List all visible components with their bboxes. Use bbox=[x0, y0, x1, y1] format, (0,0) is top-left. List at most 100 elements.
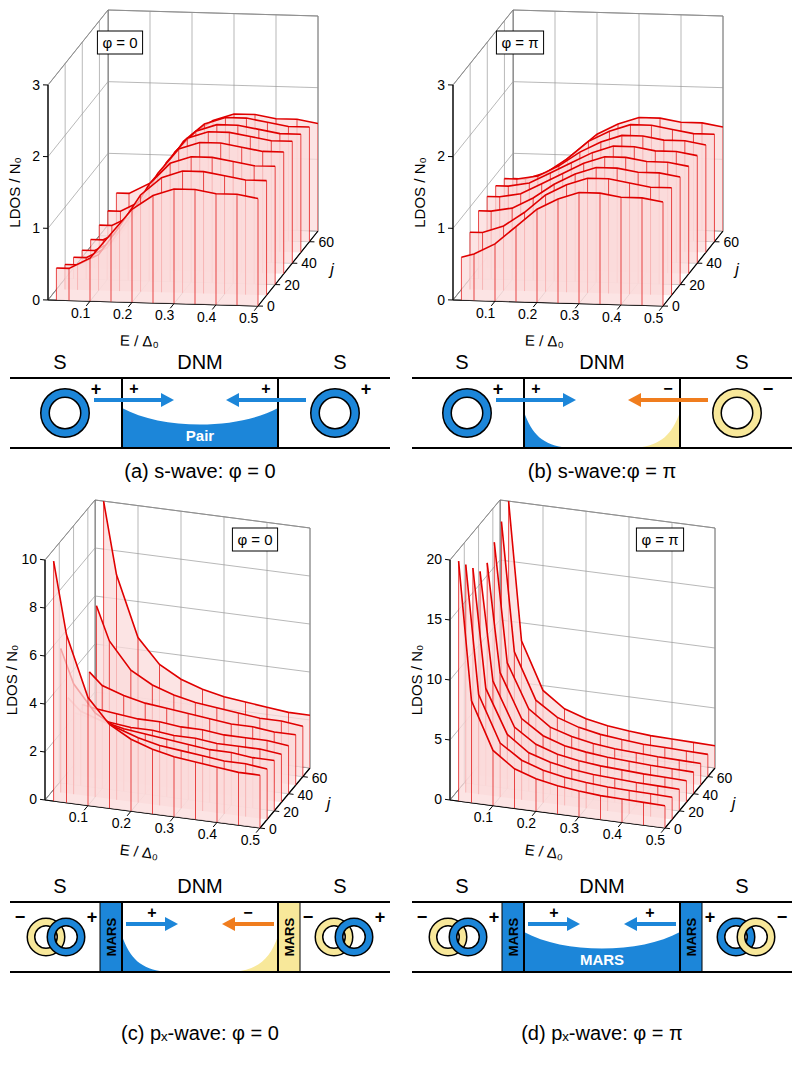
x-tick-label: 0.5 bbox=[646, 832, 666, 848]
x-tick-label: 0.1 bbox=[69, 809, 89, 825]
diagram-text: + bbox=[645, 904, 654, 921]
surface-drop-line bbox=[267, 769, 268, 819]
pair-amplitude bbox=[122, 408, 278, 448]
grid-line bbox=[500, 620, 715, 648]
pair-icon bbox=[453, 922, 483, 952]
surface-ribbon bbox=[54, 561, 260, 828]
surface-drop-line bbox=[174, 757, 175, 817]
y-tick bbox=[292, 263, 297, 264]
diagram-text: DNM bbox=[579, 875, 625, 897]
surface-drop-line bbox=[600, 193, 601, 304]
surface-drop-line bbox=[266, 181, 267, 296]
junction-diagram: SDNMS+−+−(b) s-wave:φ = π bbox=[412, 351, 792, 482]
z-tick bbox=[43, 299, 48, 300]
junction-line bbox=[10, 971, 390, 973]
z-tick bbox=[40, 655, 45, 657]
pair-icon bbox=[741, 922, 771, 952]
arrow-shaft bbox=[126, 922, 168, 926]
z-tick-label: 2 bbox=[29, 743, 37, 759]
pair-icon-outline bbox=[315, 393, 355, 433]
z-tick-label: 0 bbox=[434, 791, 442, 807]
surface-drop-line bbox=[693, 772, 694, 794]
junction-diagram: MARSMARSSDNMS−++−++MARS(d) pₓ-wave: φ = … bbox=[412, 875, 792, 1044]
surface-drop-line bbox=[671, 188, 672, 295]
x-tick-label: 0.5 bbox=[241, 832, 261, 848]
surface-drop-line bbox=[131, 739, 132, 811]
z-tick bbox=[445, 679, 450, 681]
pair-icon bbox=[447, 393, 487, 433]
z-tick bbox=[445, 619, 450, 621]
surface-drop-line bbox=[474, 254, 475, 301]
diagram-text: + bbox=[375, 907, 386, 927]
y-tick bbox=[680, 284, 685, 285]
surface-drop-line bbox=[663, 202, 664, 306]
y-axis-title: j bbox=[328, 261, 334, 278]
arrow-head bbox=[226, 393, 239, 407]
diagram-text: + bbox=[147, 904, 156, 921]
junction-line bbox=[679, 902, 681, 972]
surface-drop-line bbox=[216, 194, 217, 305]
diagram-text: S bbox=[53, 875, 66, 897]
junction-line bbox=[10, 901, 390, 903]
surface-drop-line bbox=[174, 189, 175, 304]
grid-line bbox=[672, 522, 673, 762]
y-tick bbox=[274, 810, 279, 812]
surface-drop-line bbox=[152, 749, 153, 814]
pair-icon bbox=[51, 922, 81, 952]
mars-bar bbox=[100, 902, 122, 972]
z-tick bbox=[43, 84, 48, 85]
arrow-shaft bbox=[638, 398, 708, 402]
surface-drop-line bbox=[680, 177, 681, 285]
diagram-text: (d) pₓ-wave: φ = π bbox=[521, 1022, 683, 1044]
surface-drop-line bbox=[579, 193, 580, 304]
x-axis-title: E / Δ₀ bbox=[525, 332, 564, 350]
grid-line bbox=[48, 82, 108, 157]
surface-drop-line bbox=[686, 781, 687, 803]
arrow-head bbox=[567, 917, 580, 931]
z-axis-title: LDOS / N₀ bbox=[411, 157, 428, 227]
surface-drop-line bbox=[90, 258, 91, 301]
diagram-text: S bbox=[333, 875, 346, 897]
pair-decay bbox=[234, 936, 278, 972]
mars-bar bbox=[278, 902, 300, 972]
surface-chart: 0.10.20.30.40.501230204060E / Δ₀LDOS / N… bbox=[6, 10, 335, 350]
x-tick-label: 0.5 bbox=[239, 310, 259, 326]
grid-line bbox=[82, 42, 83, 257]
diagram-text: − bbox=[243, 904, 252, 921]
y-tick-label: 60 bbox=[717, 770, 733, 786]
z-axis-title: LDOS / N₀ bbox=[6, 157, 23, 227]
grid-line bbox=[108, 82, 318, 88]
diagram-text: + bbox=[129, 380, 138, 397]
diagram-text: + bbox=[705, 907, 716, 927]
junction-line bbox=[10, 377, 390, 379]
z-tick-label: 15 bbox=[426, 611, 442, 627]
y-tick-label: 60 bbox=[723, 234, 739, 250]
surface-drop-line bbox=[516, 227, 517, 302]
z-tick bbox=[40, 799, 45, 801]
y-tick bbox=[694, 793, 699, 795]
pair-icon-outline bbox=[339, 922, 369, 952]
y-axis-title: j bbox=[325, 795, 331, 812]
y-tick-label: 20 bbox=[284, 277, 300, 293]
diagram-text: MARS bbox=[282, 918, 297, 957]
surface-drop-line bbox=[622, 799, 623, 822]
x-tick-label: 0.5 bbox=[644, 310, 664, 326]
diagram-text: + bbox=[87, 907, 98, 927]
junction-line bbox=[277, 902, 279, 972]
surface-drop-line bbox=[238, 772, 239, 825]
diagram-text: − bbox=[417, 907, 428, 927]
surface-drop-line bbox=[458, 561, 459, 801]
surface-drop-line bbox=[66, 635, 67, 803]
junction-line bbox=[523, 902, 525, 972]
x-tick-label: 0.1 bbox=[476, 305, 496, 321]
surface-drop-line bbox=[697, 156, 698, 264]
arrow-head bbox=[161, 393, 174, 407]
x-axis-title: E / Δ₀ bbox=[120, 332, 159, 350]
y-tick bbox=[714, 241, 719, 242]
y-tick-label: 0 bbox=[674, 821, 682, 837]
x-axis-title: E / Δ₀ bbox=[524, 841, 565, 863]
x-tick-label: 0.2 bbox=[112, 815, 132, 831]
junction-line bbox=[412, 377, 792, 379]
y-tick bbox=[303, 776, 308, 778]
mars-bar bbox=[502, 902, 524, 972]
